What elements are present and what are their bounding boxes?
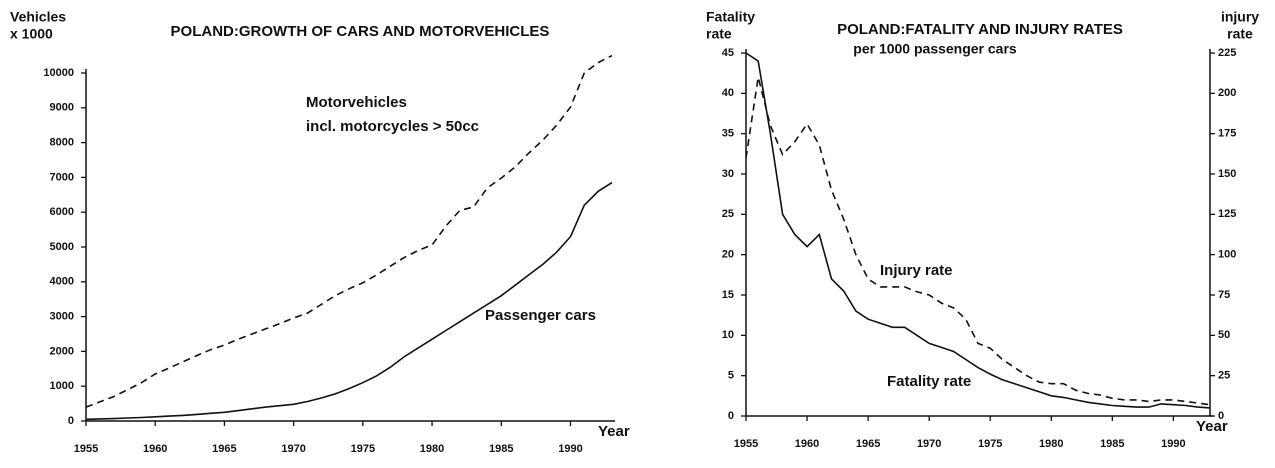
annotation: Fatality rate	[887, 373, 971, 390]
y2-axis-label: rate	[1227, 26, 1253, 42]
y2-tick-label: 175	[1218, 128, 1236, 140]
y-tick-label: 35	[722, 128, 734, 140]
chart-title: POLAND:FATALITY AND INJURY RATES	[837, 21, 1123, 38]
y-tick-label: 6000	[50, 206, 74, 218]
y-axis-label: x 1000	[10, 26, 53, 42]
x-axis-label: Year	[598, 423, 630, 440]
y-tick-label: 45	[722, 47, 734, 59]
y2-tick-label: 25	[1218, 370, 1230, 382]
annotation: incl. motorcycles > 50cc	[306, 118, 479, 135]
x-tick-label: 1975	[351, 443, 375, 455]
y2-tick-label: 200	[1218, 87, 1236, 99]
y-tick-label: 3000	[50, 311, 74, 323]
y-tick-label: 8000	[50, 137, 74, 149]
y-tick-label: 10000	[43, 67, 74, 79]
x-tick-label: 1985	[1100, 438, 1124, 450]
y-tick-label: 7000	[50, 171, 74, 183]
x-tick-label: 1970	[281, 443, 305, 455]
x-tick-label: 1990	[558, 443, 582, 455]
x-tick-label: 1990	[1161, 438, 1185, 450]
y-axis-label: Fatality	[706, 9, 755, 25]
y-tick-label: 0	[68, 415, 74, 427]
y2-tick-label: 75	[1218, 289, 1230, 301]
x-tick-label: 1960	[143, 443, 167, 455]
chart-subtitle: per 1000 passenger cars	[853, 41, 1017, 57]
x-tick-label: 1965	[212, 443, 236, 455]
y2-tick-label: 150	[1218, 168, 1236, 180]
y2-tick-label: 125	[1218, 208, 1236, 220]
series-line	[745, 52, 1211, 409]
y2-tick-label: 225	[1218, 47, 1236, 59]
y-tick-label: 5	[728, 370, 734, 382]
series-line	[745, 77, 1211, 406]
y-tick-label: 10	[722, 329, 734, 341]
y-tick-label: 20	[722, 249, 734, 261]
y-tick-label: 15	[722, 289, 734, 301]
y-tick-label: 0	[728, 410, 734, 422]
x-tick-label: 1980	[420, 443, 444, 455]
y-tick-label: 30	[722, 168, 734, 180]
y2-axis-label: injury	[1221, 9, 1259, 25]
x-tick-label: 1965	[856, 438, 880, 450]
y-tick-label: 2000	[50, 345, 74, 357]
annotation: Injury rate	[880, 262, 953, 279]
x-tick-label: 1970	[917, 438, 941, 450]
y-axis-label: Vehicles	[10, 9, 66, 25]
y-tick-label: 5000	[50, 241, 74, 253]
x-axis-label: Year	[1196, 418, 1228, 435]
y-tick-label: 4000	[50, 276, 74, 288]
x-tick-label: 1975	[978, 438, 1002, 450]
y-tick-label: 25	[722, 208, 734, 220]
series-line	[85, 181, 613, 421]
x-tick-label: 1960	[795, 438, 819, 450]
y2-tick-label: 0	[1218, 410, 1224, 422]
x-tick-label: 1955	[734, 438, 758, 450]
annotation: Passenger cars	[485, 307, 596, 324]
series-line	[85, 54, 613, 408]
annotation: Motorvehicles	[306, 94, 407, 111]
chart-title: POLAND:GROWTH OF CARS AND MOTORVEHICLES	[171, 23, 550, 40]
y-tick-label: 1000	[50, 380, 74, 392]
x-tick-label: 1955	[74, 443, 98, 455]
y-axis-label: rate	[706, 26, 732, 42]
y-tick-label: 9000	[50, 102, 74, 114]
y2-tick-label: 50	[1218, 329, 1230, 341]
x-tick-label: 1980	[1039, 438, 1063, 450]
y2-tick-label: 100	[1218, 249, 1236, 261]
y-tick-label: 40	[722, 87, 734, 99]
x-tick-label: 1985	[489, 443, 513, 455]
